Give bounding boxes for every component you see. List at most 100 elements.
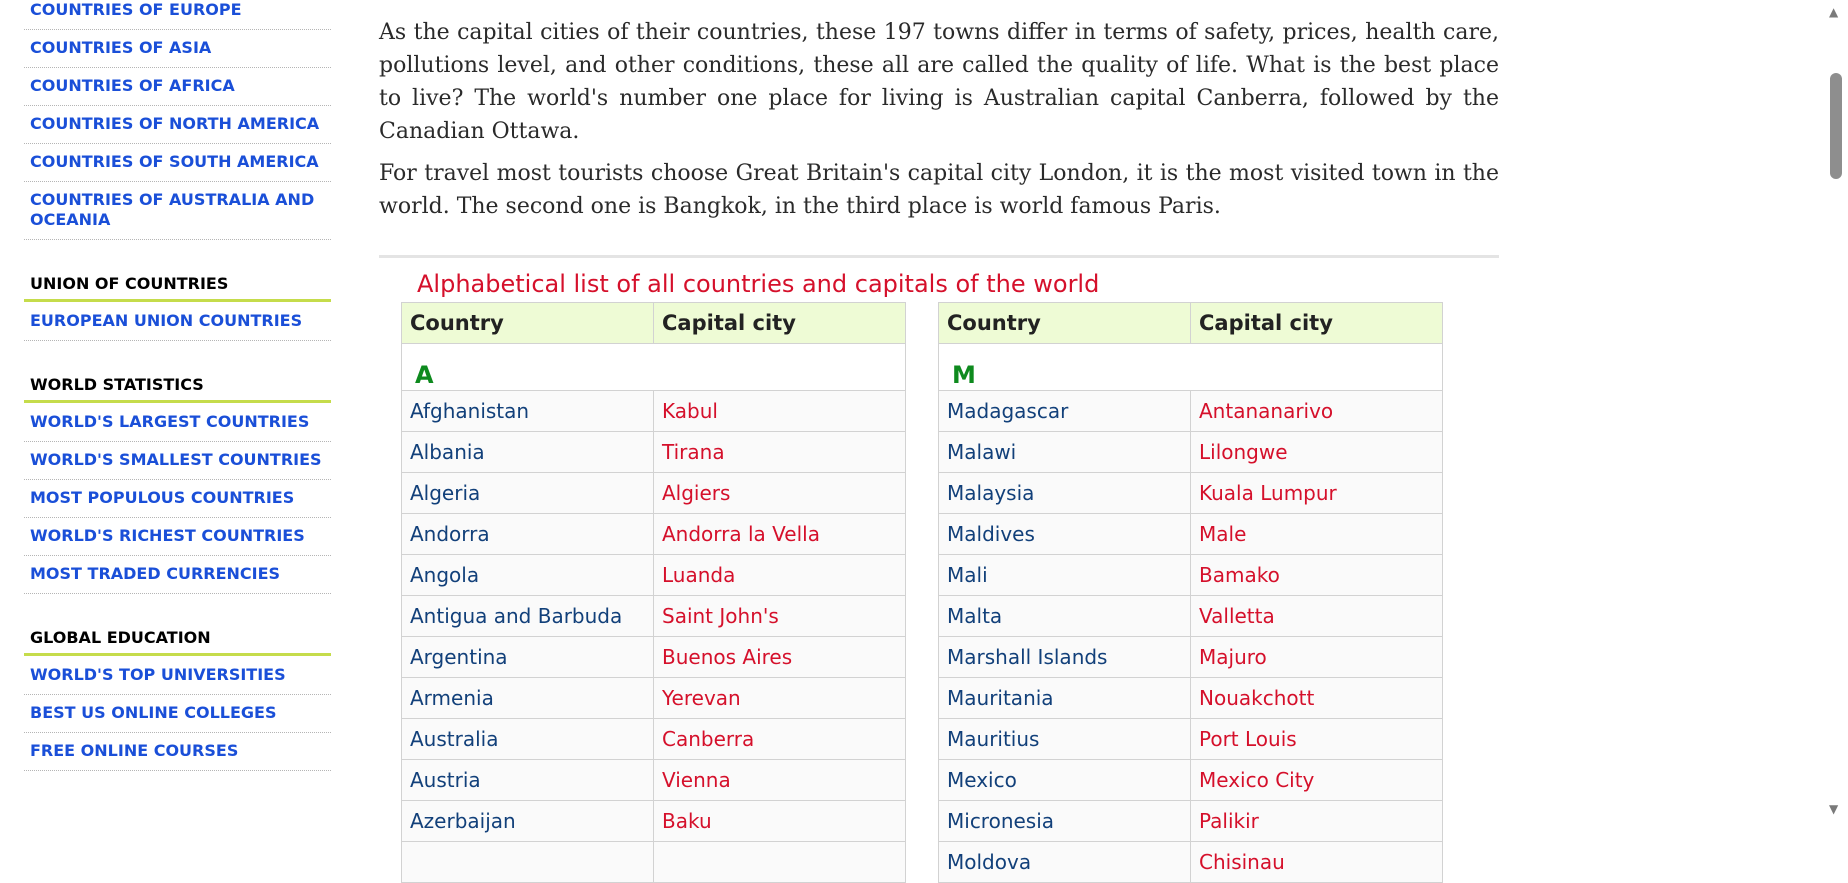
country-cell[interactable]: Afghanistan <box>401 390 654 432</box>
capital-cell[interactable]: Kabul <box>653 390 906 432</box>
country-cell[interactable]: Andorra <box>401 513 654 555</box>
table-row: Mexico Mexico City <box>938 759 1443 801</box>
section-heading-union: UNION OF COUNTRIES <box>24 274 331 302</box>
table-row: Azerbaijan Baku <box>401 800 906 842</box>
capital-cell[interactable]: Mexico City <box>1190 759 1443 801</box>
country-cell[interactable]: Maldives <box>938 513 1191 555</box>
scroll-down-icon[interactable]: ▼ <box>1829 802 1839 816</box>
nav-link-countries-of-africa[interactable]: COUNTRIES OF AFRICA <box>24 68 331 106</box>
table-row: Malawi Lilongwe <box>938 431 1443 473</box>
country-cell[interactable]: Argentina <box>401 636 654 678</box>
nav-link-most-traded-currencies[interactable]: MOST TRADED CURRENCIES <box>24 556 331 594</box>
union-nav: EUROPEAN UNION COUNTRIES <box>24 302 331 341</box>
intro-paragraph-1: As the capital cities of their countries… <box>379 20 1499 144</box>
capital-cell[interactable]: Baku <box>653 800 906 842</box>
country-cell[interactable]: Mauritius <box>938 718 1191 760</box>
sidebar: COUNTRIES OF EUROPE COUNTRIES OF ASIA COUN… <box>24 0 331 771</box>
capital-cell[interactable]: Canberra <box>653 718 906 760</box>
nav-link-countries-of-south-america[interactable]: COUNTRIES OF SOUTH AMERICA <box>24 144 331 182</box>
country-cell[interactable]: Austria <box>401 759 654 801</box>
country-cell[interactable]: Malaysia <box>938 472 1191 514</box>
country-cell[interactable]: Moldova <box>938 841 1191 883</box>
table-row: Mali Bamako <box>938 554 1443 596</box>
capital-cell[interactable]: Lilongwe <box>1190 431 1443 473</box>
country-cell[interactable]: Mauritania <box>938 677 1191 719</box>
column-header-capital: Capital city <box>653 302 906 344</box>
capital-cell[interactable]: Antananarivo <box>1190 390 1443 432</box>
country-cell[interactable]: Angola <box>401 554 654 596</box>
capital-cell[interactable]: Bamako <box>1190 554 1443 596</box>
capital-cell[interactable]: Nouakchott <box>1190 677 1443 719</box>
column-header-capital: Capital city <box>1190 302 1443 344</box>
capital-cell[interactable]: Palikir <box>1190 800 1443 842</box>
nav-link-world-s-richest-countries[interactable]: WORLD'S RICHEST COUNTRIES <box>24 518 331 556</box>
nav-link-european-union-countries[interactable]: EUROPEAN UNION COUNTRIES <box>24 302 331 341</box>
table-row: Malta Valletta <box>938 595 1443 637</box>
scrollbar-thumb[interactable] <box>1830 73 1842 179</box>
table-row: Mauritius Port Louis <box>938 718 1443 760</box>
nav-link-countries-of-europe[interactable]: COUNTRIES OF EUROPE <box>24 0 331 30</box>
capital-cell[interactable]: Yerevan <box>653 677 906 719</box>
country-cell[interactable]: Australia <box>401 718 654 760</box>
vertical-scrollbar[interactable]: ▲ ▼ <box>1822 0 1848 827</box>
scroll-up-icon[interactable]: ▲ <box>1829 5 1839 19</box>
nav-link-countries-of-north-america[interactable]: COUNTRIES OF NORTH AMERICA <box>24 106 331 144</box>
country-cell[interactable]: Marshall Islands <box>938 636 1191 678</box>
nav-link-world-s-largest-countries[interactable]: WORLD'S LARGEST COUNTRIES <box>24 403 331 442</box>
capital-cell[interactable]: Chisinau <box>1190 841 1443 883</box>
intro-paragraph-2: For travel most tourists choose Great Br… <box>379 161 1499 219</box>
capital-cell[interactable]: Vienna <box>653 759 906 801</box>
country-cell[interactable]: Malta <box>938 595 1191 637</box>
nav-link-world-s-top-universities[interactable]: WORLD'S TOP UNIVERSITIES <box>24 656 331 695</box>
capital-cell[interactable]: Valletta <box>1190 595 1443 637</box>
column-header-country: Country <box>401 302 654 344</box>
country-cell[interactable]: Madagascar <box>938 390 1191 432</box>
country-cell[interactable]: Malawi <box>938 431 1191 473</box>
capital-cell[interactable]: Andorra la Vella <box>653 513 906 555</box>
letter-row: M <box>938 343 1443 391</box>
capital-cell[interactable]: Port Louis <box>1190 718 1443 760</box>
letter-heading: A <box>415 361 434 389</box>
table-row: Argentina Buenos Aires <box>401 636 906 678</box>
table-row: Angola Luanda <box>401 554 906 596</box>
capital-cell[interactable]: Majuro <box>1190 636 1443 678</box>
country-cell[interactable]: Armenia <box>401 677 654 719</box>
nav-link-countries-of-asia[interactable]: COUNTRIES OF ASIA <box>24 30 331 68</box>
table-row: Madagascar Antananarivo <box>938 390 1443 432</box>
section-heading-global-education: GLOBAL EDUCATION <box>24 628 331 656</box>
nav-link-best-us-online-colleges[interactable]: BEST US ONLINE COLLEGES <box>24 695 331 733</box>
country-cell[interactable]: Albania <box>401 431 654 473</box>
capital-cell[interactable]: Male <box>1190 513 1443 555</box>
table-row: Mauritania Nouakchott <box>938 677 1443 719</box>
table-row: Antigua and Barbuda Saint John's <box>401 595 906 637</box>
capital-cell[interactable]: Saint John's <box>653 595 906 637</box>
table-row: Afghanistan Kabul <box>401 390 906 432</box>
table-row: Armenia Yerevan <box>401 677 906 719</box>
country-cell[interactable]: Antigua and Barbuda <box>401 595 654 637</box>
capital-cell[interactable]: Tirana <box>653 431 906 473</box>
country-cell[interactable]: Azerbaijan <box>401 800 654 842</box>
country-cell[interactable]: Algeria <box>401 472 654 514</box>
letter-cell: M <box>938 343 1443 391</box>
capital-cell[interactable]: Buenos Aires <box>653 636 906 678</box>
country-cell[interactable]: Mali <box>938 554 1191 596</box>
table-row: Andorra Andorra la Vella <box>401 513 906 555</box>
nav-link-world-s-smallest-countries[interactable]: WORLD'S SMALLEST COUNTRIES <box>24 442 331 480</box>
capital-cell[interactable]: Algiers <box>653 472 906 514</box>
table-row: Austria Vienna <box>401 759 906 801</box>
global-education-nav: WORLD'S TOP UNIVERSITIES BEST US ONLINE C… <box>24 656 331 771</box>
table-row: Marshall Islands Majuro <box>938 636 1443 678</box>
nav-link-countries-of-australia-and-oceania[interactable]: COUNTRIES OF AUSTRALIA AND OCEANIA <box>24 182 331 240</box>
capitals-table-left: Country Capital city A Afghanistan Kabul Al… <box>401 302 906 883</box>
nav-link-most-populous-countries[interactable]: MOST POPULOUS COUNTRIES <box>24 480 331 518</box>
table-row: Algeria Algiers <box>401 472 906 514</box>
country-cell[interactable] <box>401 841 654 883</box>
country-cell[interactable]: Micronesia <box>938 800 1191 842</box>
country-cell[interactable]: Mexico <box>938 759 1191 801</box>
capital-cell[interactable]: Kuala Lumpur <box>1190 472 1443 514</box>
nav-link-free-online-courses[interactable]: FREE ONLINE COURSES <box>24 733 331 771</box>
capitals-table-right: Country Capital city M Madagascar Antanana… <box>938 302 1443 883</box>
capital-cell[interactable] <box>653 841 906 883</box>
capital-cell[interactable]: Luanda <box>653 554 906 596</box>
intro-text: As the capital cities of their countries… <box>379 0 1499 223</box>
